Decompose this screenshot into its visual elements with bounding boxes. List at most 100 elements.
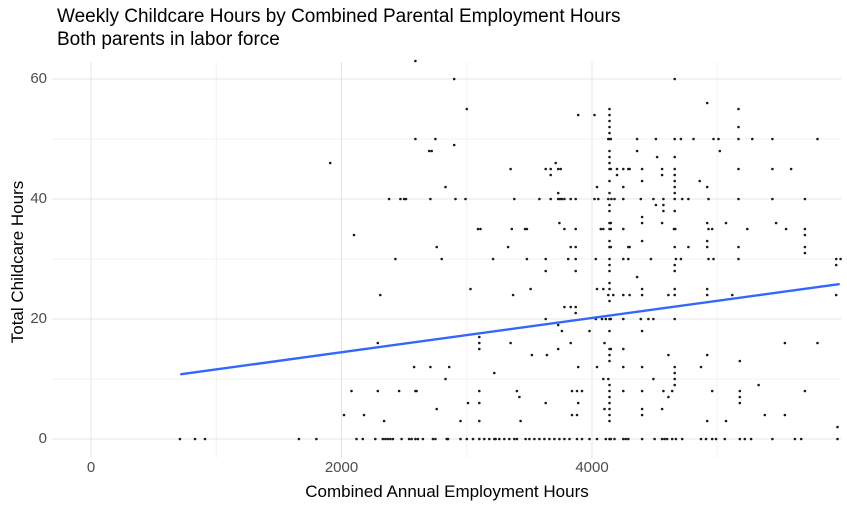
gridlines-major — [52, 62, 841, 458]
data-point — [662, 209, 665, 213]
data-point — [673, 185, 676, 189]
data-point — [673, 377, 676, 381]
data-point — [379, 293, 382, 297]
x-tick-label: 0 — [86, 459, 96, 476]
data-point — [399, 197, 402, 201]
data-point — [608, 389, 611, 393]
data-point — [710, 389, 714, 393]
data-point — [465, 437, 469, 441]
data-point — [679, 257, 683, 261]
y-tick-label: 60 — [30, 70, 47, 87]
data-point — [705, 101, 709, 105]
chart-subtitle: Both parents in labor force — [57, 29, 280, 50]
data-point — [479, 227, 482, 231]
data-point — [608, 257, 611, 261]
data-point — [478, 389, 481, 393]
data-point — [569, 197, 572, 201]
data-point — [707, 257, 710, 261]
data-point — [640, 239, 644, 243]
data-point — [608, 119, 611, 123]
data-point — [556, 197, 560, 201]
data-point — [361, 437, 365, 441]
data-point — [594, 257, 598, 261]
data-point — [563, 227, 566, 231]
data-point — [510, 227, 514, 231]
data-point — [556, 323, 560, 327]
data-point — [469, 287, 472, 291]
data-point — [593, 197, 596, 201]
data-point — [699, 437, 703, 441]
data-point — [431, 437, 435, 441]
data-point — [705, 221, 709, 225]
data-point — [608, 113, 611, 117]
data-point — [608, 131, 611, 135]
data-point — [613, 437, 616, 441]
data-point — [783, 413, 787, 417]
data-point — [543, 437, 546, 441]
data-point — [803, 389, 807, 393]
data-point — [595, 185, 599, 189]
data-point — [558, 221, 561, 225]
data-point — [394, 257, 397, 261]
data-point — [622, 365, 625, 369]
data-point — [478, 341, 481, 345]
data-point — [608, 191, 611, 195]
data-point — [705, 245, 709, 249]
data-point — [751, 137, 754, 141]
data-point — [350, 389, 353, 393]
data-point — [737, 167, 740, 171]
data-point — [568, 437, 571, 441]
data-point — [712, 257, 715, 261]
data-point — [538, 197, 541, 201]
y-axis-title: Total Childcare Hours — [8, 180, 27, 344]
data-point — [635, 137, 639, 141]
data-point — [608, 269, 611, 273]
data-point — [743, 437, 747, 441]
data-point — [376, 389, 380, 393]
data-point — [680, 197, 684, 201]
data-point — [609, 167, 613, 171]
data-point — [560, 197, 564, 201]
data-point — [569, 245, 572, 249]
data-point — [386, 437, 390, 441]
data-point — [647, 317, 650, 321]
data-point — [193, 437, 197, 441]
data-point — [569, 341, 572, 345]
x-axis-title: Combined Annual Employment Hours — [305, 482, 589, 501]
data-point — [640, 407, 644, 411]
data-point — [570, 389, 574, 393]
data-point — [549, 167, 552, 171]
data-point — [673, 365, 676, 369]
data-point — [415, 389, 418, 393]
data-point — [622, 197, 625, 201]
data-point — [414, 437, 417, 441]
data-point — [673, 137, 676, 141]
data-point — [574, 257, 577, 261]
data-point — [595, 365, 599, 369]
data-point — [622, 257, 625, 261]
data-point — [640, 329, 644, 333]
data-point — [615, 173, 619, 177]
data-point — [635, 149, 639, 153]
data-point — [655, 155, 659, 159]
data-point — [513, 437, 516, 441]
data-point — [654, 203, 658, 207]
data-point — [478, 419, 481, 423]
data-point — [404, 197, 408, 201]
data-point — [447, 365, 451, 369]
data-point — [803, 233, 807, 237]
data-point — [660, 407, 664, 411]
data-point — [529, 287, 532, 291]
data-point — [518, 395, 521, 399]
data-point — [674, 257, 678, 261]
data-point — [524, 437, 527, 441]
data-point — [444, 185, 447, 189]
data-point — [635, 275, 639, 279]
data-point — [615, 167, 619, 171]
data-point — [783, 341, 787, 345]
data-point — [459, 437, 462, 441]
data-point — [738, 389, 742, 393]
data-point — [355, 437, 358, 441]
data-point — [352, 233, 356, 237]
